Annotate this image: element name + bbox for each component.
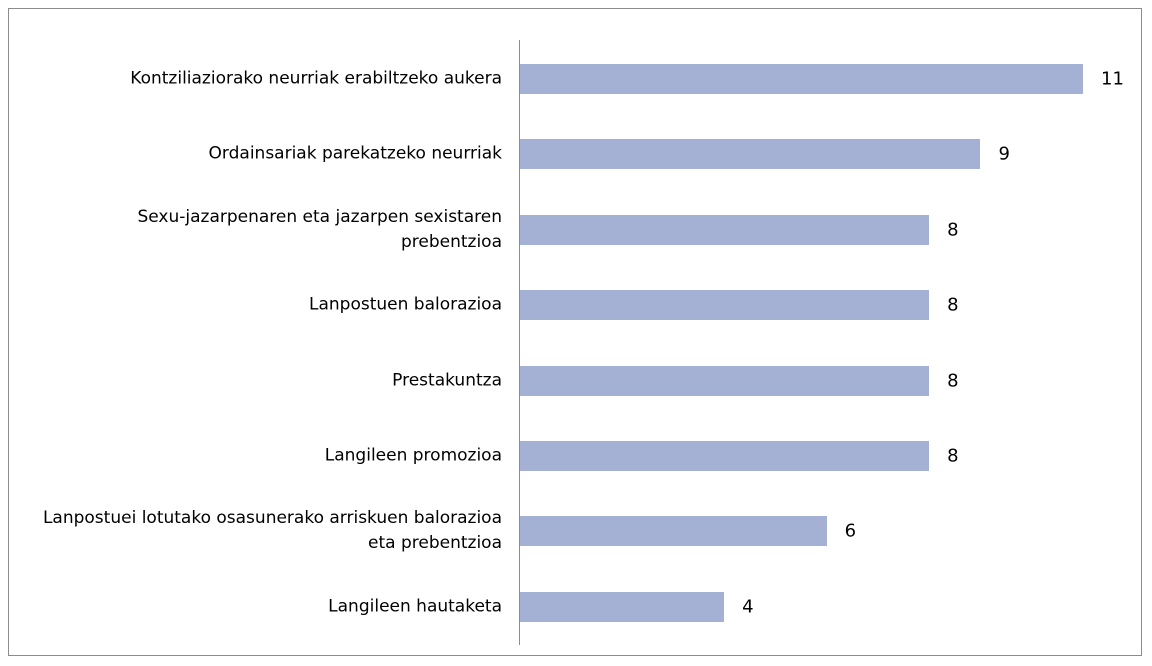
bar xyxy=(519,64,1083,94)
value-label: 8 xyxy=(947,219,959,241)
category-label: Ordainsariak parekatzeko neurriak xyxy=(208,143,502,164)
value-label: 4 xyxy=(742,596,754,618)
bar xyxy=(519,441,930,471)
value-label: 6 xyxy=(844,520,857,542)
axis-line xyxy=(519,40,520,645)
category-label: Langileen hautaketa xyxy=(328,596,502,617)
category-label: Lanpostuei lotutako osasunerako arriskue… xyxy=(42,508,502,554)
category-label: Langileen promozioa xyxy=(324,445,502,466)
bar xyxy=(519,139,981,170)
category-label: Sexu-jazarpenaren eta jazarpen sexistare… xyxy=(137,206,502,252)
value-label: 8 xyxy=(947,370,959,392)
category-label: Kontziliaziorako neurriak erabiltzeko au… xyxy=(130,68,502,89)
bar xyxy=(519,591,725,622)
bar xyxy=(519,214,930,245)
value-label: 9 xyxy=(998,143,1010,165)
bar xyxy=(519,290,930,321)
value-label: 8 xyxy=(947,294,959,316)
value-label: 11 xyxy=(1101,68,1124,90)
category-label: Lanpostuen balorazioa xyxy=(309,294,502,315)
value-label: 8 xyxy=(947,445,959,467)
category-label: Prestakuntza xyxy=(392,370,502,391)
bar xyxy=(519,516,827,547)
chart-frame xyxy=(8,8,1142,656)
bar xyxy=(519,365,930,396)
